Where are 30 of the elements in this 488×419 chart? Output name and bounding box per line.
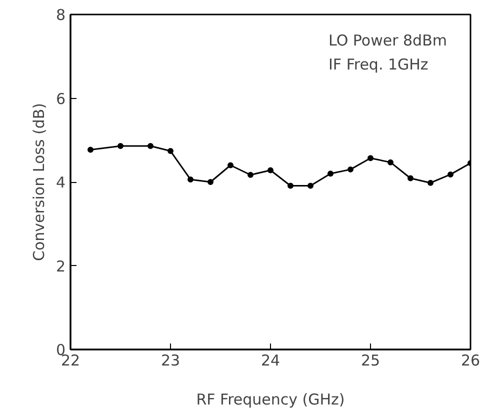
x-tick-label: 24 [260,352,280,370]
point [148,142,154,149]
point [408,175,414,182]
x-tick-label: 23 [160,352,180,370]
annotation: IF Freq. 1GHz [328,56,428,74]
y-axis-title: Conversion Loss (dB) [30,102,48,262]
annotation: LO Power 8dBm [328,32,447,50]
point [118,142,124,149]
point [448,171,454,178]
x-tick-label: 26 [460,352,480,370]
point [248,172,254,178]
y-tick-label: 6 [56,90,66,108]
x-axis-title: RF Frequency (GHz) [196,390,345,408]
point [328,170,334,177]
y-tick-label: 2 [56,257,66,276]
point [228,162,234,168]
point [268,167,274,174]
point [208,179,214,185]
point [428,180,434,186]
y-tick-label: 8 [56,6,66,24]
y-tick-label: 4 [56,174,66,192]
point [288,182,294,189]
point [388,159,394,166]
x-tick-label: 25 [360,352,380,370]
point [188,176,194,182]
point [168,148,174,154]
point [88,146,94,153]
point [348,166,354,172]
point [368,155,374,162]
point [308,182,314,189]
